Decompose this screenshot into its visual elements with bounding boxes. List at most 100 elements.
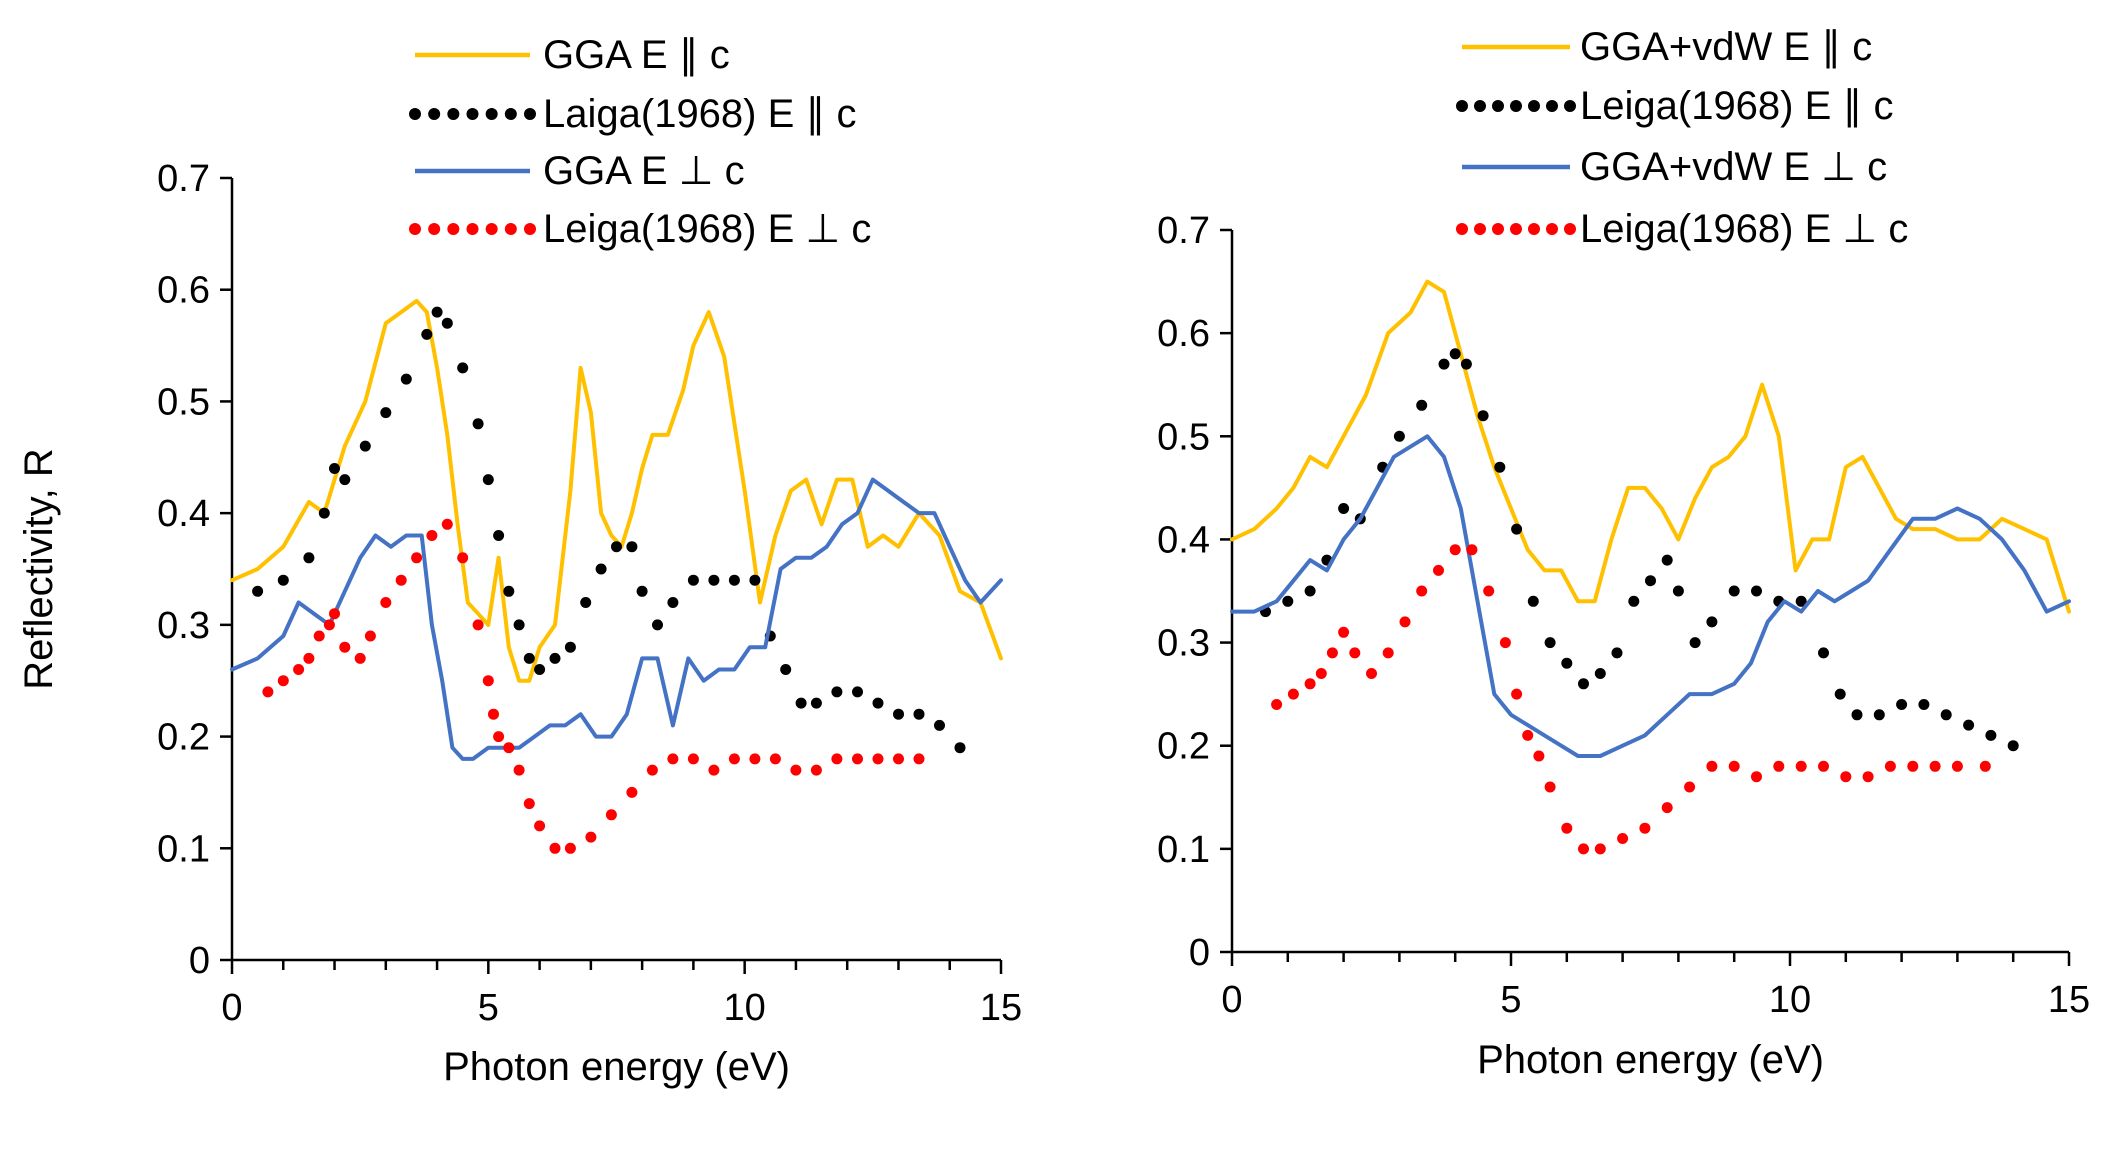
y-tick-label: 0.6 bbox=[157, 270, 210, 312]
data-point bbox=[482, 474, 494, 486]
data-point bbox=[493, 731, 505, 743]
data-point bbox=[1438, 358, 1450, 370]
data-point bbox=[564, 842, 576, 854]
data-point bbox=[728, 753, 740, 765]
data-point bbox=[277, 574, 289, 586]
data-point bbox=[1628, 595, 1640, 607]
data-point bbox=[652, 619, 663, 631]
data-point bbox=[364, 630, 376, 642]
legend-swatch-dot bbox=[1564, 100, 1576, 112]
legend-swatch-dot bbox=[1528, 223, 1540, 235]
data-point bbox=[852, 686, 863, 698]
data-point bbox=[1795, 760, 1807, 772]
data-point bbox=[1326, 647, 1338, 659]
data-point bbox=[523, 798, 535, 810]
x-tick-label: 10 bbox=[724, 987, 766, 1029]
series-line bbox=[230, 298, 1003, 683]
data-point bbox=[1499, 637, 1511, 649]
data-point bbox=[1271, 699, 1283, 710]
data-point bbox=[534, 664, 546, 675]
legend-label: GGA E ∥ c bbox=[543, 33, 730, 77]
x-tick-label: 0 bbox=[1221, 979, 1242, 1021]
y-tick-label: 0.1 bbox=[157, 828, 210, 870]
x-tick-label: 0 bbox=[221, 987, 242, 1029]
legend-swatch-dot bbox=[485, 108, 498, 120]
x-tick-label: 15 bbox=[2048, 979, 2090, 1021]
legend-item: Leiga(1968) E ⊥ c bbox=[1456, 207, 1908, 251]
data-point bbox=[580, 597, 592, 608]
data-point bbox=[611, 541, 622, 553]
data-point bbox=[636, 585, 648, 597]
data-point bbox=[441, 317, 453, 329]
data-point bbox=[1706, 616, 1718, 628]
legend-label: Leiga(1968) E ⊥ c bbox=[543, 207, 871, 251]
data-point bbox=[1818, 760, 1829, 772]
series-line bbox=[1230, 434, 2071, 758]
legend-swatch-dot bbox=[1510, 100, 1522, 112]
y-tick-label: 0.1 bbox=[1157, 829, 1210, 871]
data-point bbox=[1918, 699, 1930, 710]
y-tick-label: 0.5 bbox=[157, 381, 210, 423]
data-point bbox=[749, 753, 761, 765]
data-point bbox=[687, 753, 699, 765]
series-gga-vdw-e-c bbox=[1230, 434, 2071, 758]
data-point bbox=[1689, 637, 1701, 649]
data-point bbox=[262, 686, 274, 698]
data-point bbox=[411, 552, 423, 564]
data-point bbox=[1578, 678, 1589, 690]
data-point bbox=[749, 574, 761, 586]
data-point bbox=[1940, 709, 1952, 721]
data-point bbox=[872, 753, 884, 765]
data-point bbox=[954, 742, 966, 754]
data-point bbox=[1728, 585, 1740, 597]
data-point bbox=[810, 697, 822, 709]
data-point bbox=[810, 764, 822, 776]
data-point bbox=[293, 664, 305, 675]
data-point bbox=[1338, 626, 1350, 638]
data-point bbox=[1594, 668, 1606, 679]
data-point bbox=[421, 328, 433, 340]
series-line bbox=[230, 477, 1003, 761]
data-point bbox=[1639, 822, 1651, 834]
data-point bbox=[1951, 760, 1963, 772]
x-tick-label: 5 bbox=[1500, 979, 1521, 1021]
y-tick-label: 0.4 bbox=[1157, 519, 1210, 561]
legend-item: Leiga(1968) E ∥ c bbox=[1456, 84, 1894, 128]
data-point bbox=[1645, 575, 1656, 587]
data-point bbox=[893, 753, 904, 765]
series-leiga-1968-e-c bbox=[262, 518, 925, 854]
legend-item: GGA E ⊥ c bbox=[415, 149, 745, 193]
legend-item: GGA+vdW E ∥ c bbox=[1462, 25, 1872, 69]
legend-swatch-dot bbox=[1564, 223, 1576, 235]
data-point bbox=[1466, 544, 1478, 556]
data-point bbox=[1366, 668, 1377, 679]
legend-swatch-dot bbox=[447, 108, 460, 120]
data-point bbox=[1315, 668, 1327, 679]
data-point bbox=[252, 585, 264, 597]
data-point bbox=[1483, 585, 1495, 597]
legend-swatch-dot bbox=[1456, 223, 1468, 235]
data-point bbox=[913, 708, 925, 720]
data-point bbox=[1522, 729, 1534, 741]
data-point bbox=[329, 463, 340, 474]
legend: GGA+vdW E ∥ c Leiga(1968) E ∥ c GGA+vdW E … bbox=[1456, 25, 1908, 251]
data-point bbox=[1449, 544, 1461, 556]
data-point bbox=[1449, 348, 1461, 360]
series-gga-e-c bbox=[230, 298, 1003, 683]
data-point bbox=[1672, 585, 1684, 597]
data-point bbox=[852, 753, 863, 765]
y-tick-label: 0.7 bbox=[157, 158, 210, 200]
data-point bbox=[1511, 688, 1523, 700]
data-point bbox=[1834, 688, 1846, 700]
data-point bbox=[1929, 760, 1941, 772]
data-point bbox=[513, 764, 525, 776]
series-leiga-1968-e-c bbox=[1271, 544, 1991, 855]
data-point bbox=[1896, 699, 1908, 710]
y-tick-label: 0.5 bbox=[1157, 416, 1210, 458]
data-point bbox=[585, 831, 597, 843]
data-point bbox=[1751, 771, 1762, 783]
data-point bbox=[872, 697, 884, 709]
data-point bbox=[708, 574, 720, 586]
data-point bbox=[503, 585, 515, 597]
legend-item: GGA+vdW E ⊥ c bbox=[1462, 145, 1887, 189]
